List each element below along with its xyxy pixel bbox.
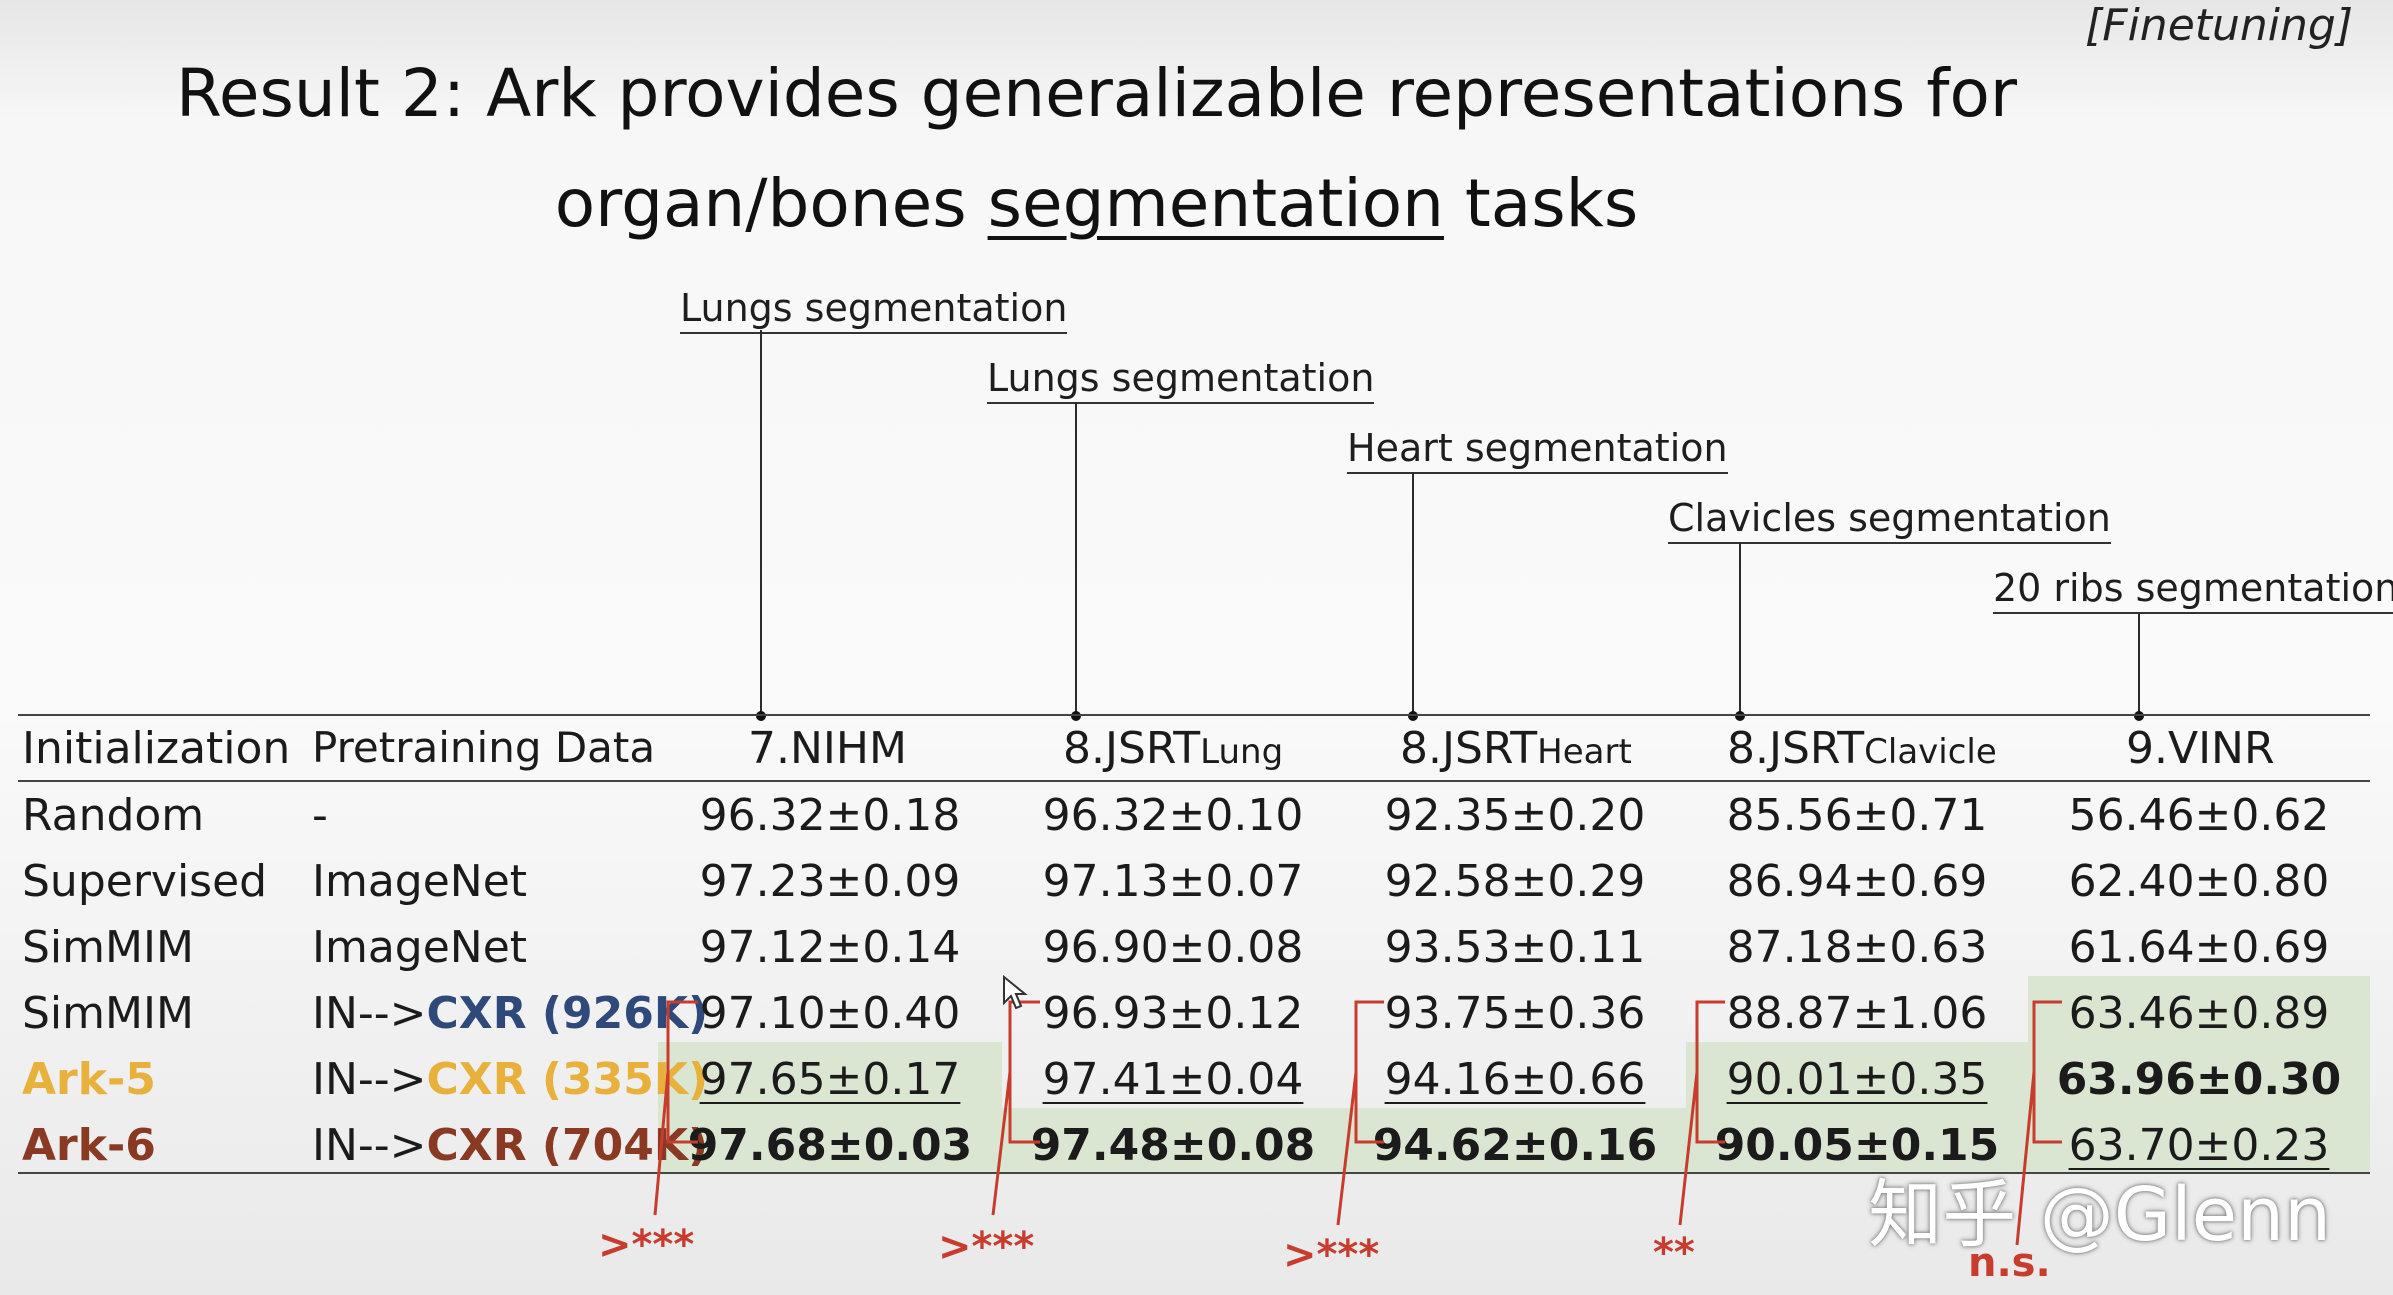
pointer-dot-jsrt-lung [1071, 711, 1081, 721]
header-vinr: 9.VINR [2126, 723, 2275, 774]
row-ark6-vinr: 63.70±0.23 [2068, 1120, 2330, 1171]
highlight-nihm [658, 1042, 1002, 1172]
significance-jsrt-clavicle: ** [1653, 1230, 1695, 1276]
row-supervised-jsrt-clavicle: 86.94±0.69 [1726, 856, 1988, 907]
row-ark5-nihm: 97.65±0.17 [699, 1054, 961, 1105]
pointer-dot-jsrt-clavicle [1735, 711, 1745, 721]
row-simmim-imagenet-init: SimMIM [22, 922, 194, 973]
row-random-jsrt-lung: 96.32±0.10 [1042, 790, 1304, 841]
row-simmim-cxr-init: SimMIM [22, 988, 194, 1039]
significance-jsrt-lung: >*** [938, 1224, 1035, 1270]
row-simmim-cxr-jsrt-clavicle: 88.87±1.06 [1726, 988, 1988, 1039]
pointer-line-jsrt-clavicle [1739, 542, 1741, 716]
row-supervised-jsrt-heart: 92.58±0.29 [1384, 856, 1646, 907]
header-nihm: 7.NIHM [748, 723, 907, 774]
row-simmim-cxr-pre: IN-->CXR (926K) [312, 988, 709, 1039]
row-simmim-cxr-vinr: 63.46±0.89 [2068, 988, 2330, 1039]
annotation-jsrt-lung: Lungs segmentation [987, 356, 1375, 404]
significance-jsrt-heart: >*** [1283, 1232, 1380, 1278]
row-random-jsrt-heart: 92.35±0.20 [1384, 790, 1646, 841]
row-simmim-cxr-jsrt-lung: 96.93±0.12 [1042, 988, 1304, 1039]
row-supervised-init: Supervised [22, 856, 268, 907]
highlight-jsrt-heart [1358, 1108, 1686, 1172]
row-simmim-imagenet-jsrt-heart: 93.53±0.11 [1384, 922, 1646, 973]
row-ark6-init: Ark-6 [22, 1120, 156, 1171]
pointer-line-nihm [760, 330, 762, 716]
slide-title-line2: organ/bones segmentation tasks [554, 165, 1639, 242]
row-random-jsrt-clavicle: 85.56±0.71 [1726, 790, 1988, 841]
row-ark6-jsrt-heart: 94.62±0.16 [1372, 1120, 1658, 1171]
row-simmim-imagenet-nihm: 97.12±0.14 [699, 922, 961, 973]
bracket-jsrt-lung [991, 1000, 1040, 1216]
row-simmim-imagenet-vinr: 61.64±0.69 [2068, 922, 2330, 973]
bracket-nihm [653, 1000, 698, 1216]
table-header-rule [18, 780, 2370, 782]
table-top-rule [18, 714, 2370, 716]
row-ark5-jsrt-clavicle: 90.01±0.35 [1726, 1054, 1988, 1105]
pointer-line-vinr [2138, 614, 2140, 716]
annotation-jsrt-clavicle: Clavicles segmentation [1668, 496, 2111, 544]
highlight-jsrt-clavicle [1686, 1042, 2028, 1172]
finetuning-tag: [Finetuning] [2085, 0, 2353, 51]
annotation-vinr: 20 ribs segmentation [1993, 566, 2393, 614]
header-initialization: Initialization [22, 723, 291, 774]
table-bottom-rule [18, 1172, 2370, 1174]
row-supervised-vinr: 62.40±0.80 [2068, 856, 2330, 907]
row-ark5-init: Ark-5 [22, 1054, 156, 1105]
highlight-jsrt-lung [1002, 1108, 1358, 1172]
bracket-jsrt-clavicle [1678, 1000, 1725, 1226]
annotation-nihm: Lungs segmentation [680, 286, 1068, 334]
row-simmim-cxr-nihm: 97.10±0.40 [699, 988, 961, 1039]
row-random-pre: - [312, 790, 328, 841]
pointer-dot-nihm [756, 711, 766, 721]
row-random-vinr: 56.46±0.62 [2068, 790, 2330, 841]
pointer-line-jsrt-lung [1075, 402, 1077, 716]
header-pretraining-data: Pretraining Data [312, 723, 656, 772]
row-ark5-jsrt-heart: 94.16±0.66 [1384, 1054, 1646, 1105]
slide-title-line1: Result 2: Ark provides generalizable rep… [175, 55, 2018, 132]
row-ark6-jsrt-lung: 97.48±0.08 [1030, 1120, 1316, 1171]
header-jsrt-heart: 8.JSRTHeart [1400, 723, 1632, 774]
pointer-dot-jsrt-heart [1408, 711, 1418, 721]
row-simmim-imagenet-jsrt-lung: 96.90±0.08 [1042, 922, 1304, 973]
row-ark5-pre: IN-->CXR (335K) [312, 1054, 709, 1105]
pointer-line-jsrt-heart [1412, 472, 1414, 716]
mouse-cursor-icon [1003, 975, 1028, 1010]
row-simmim-imagenet-pre: ImageNet [312, 922, 528, 973]
highlight-vinr [2028, 976, 2370, 1172]
row-supervised-jsrt-lung: 97.13±0.07 [1042, 856, 1304, 907]
row-supervised-nihm: 97.23±0.09 [699, 856, 961, 907]
bracket-vinr [2015, 1000, 2062, 1246]
pointer-dot-vinr [2134, 711, 2144, 721]
row-ark5-jsrt-lung: 97.41±0.04 [1042, 1054, 1304, 1105]
row-ark6-nihm: 97.68±0.03 [687, 1120, 973, 1171]
header-jsrt-lung: 8.JSRTLung [1063, 723, 1284, 774]
watermark: 知乎 @Glenn [1868, 1172, 2331, 1258]
bracket-jsrt-heart [1336, 1000, 1384, 1226]
header-jsrt-clavicle: 8.JSRTClavicle [1727, 723, 1997, 774]
annotation-jsrt-heart: Heart segmentation [1347, 426, 1728, 474]
row-ark5-vinr: 63.96±0.30 [2056, 1054, 2342, 1105]
row-supervised-pre: ImageNet [312, 856, 528, 907]
row-random-init: Random [22, 790, 205, 841]
row-simmim-imagenet-jsrt-clavicle: 87.18±0.63 [1726, 922, 1988, 973]
row-random-nihm: 96.32±0.18 [699, 790, 961, 841]
row-ark6-jsrt-clavicle: 90.05±0.15 [1714, 1120, 2000, 1171]
significance-vinr: n.s. [1968, 1240, 2051, 1286]
significance-nihm: >*** [598, 1222, 695, 1268]
row-simmim-cxr-jsrt-heart: 93.75±0.36 [1384, 988, 1646, 1039]
